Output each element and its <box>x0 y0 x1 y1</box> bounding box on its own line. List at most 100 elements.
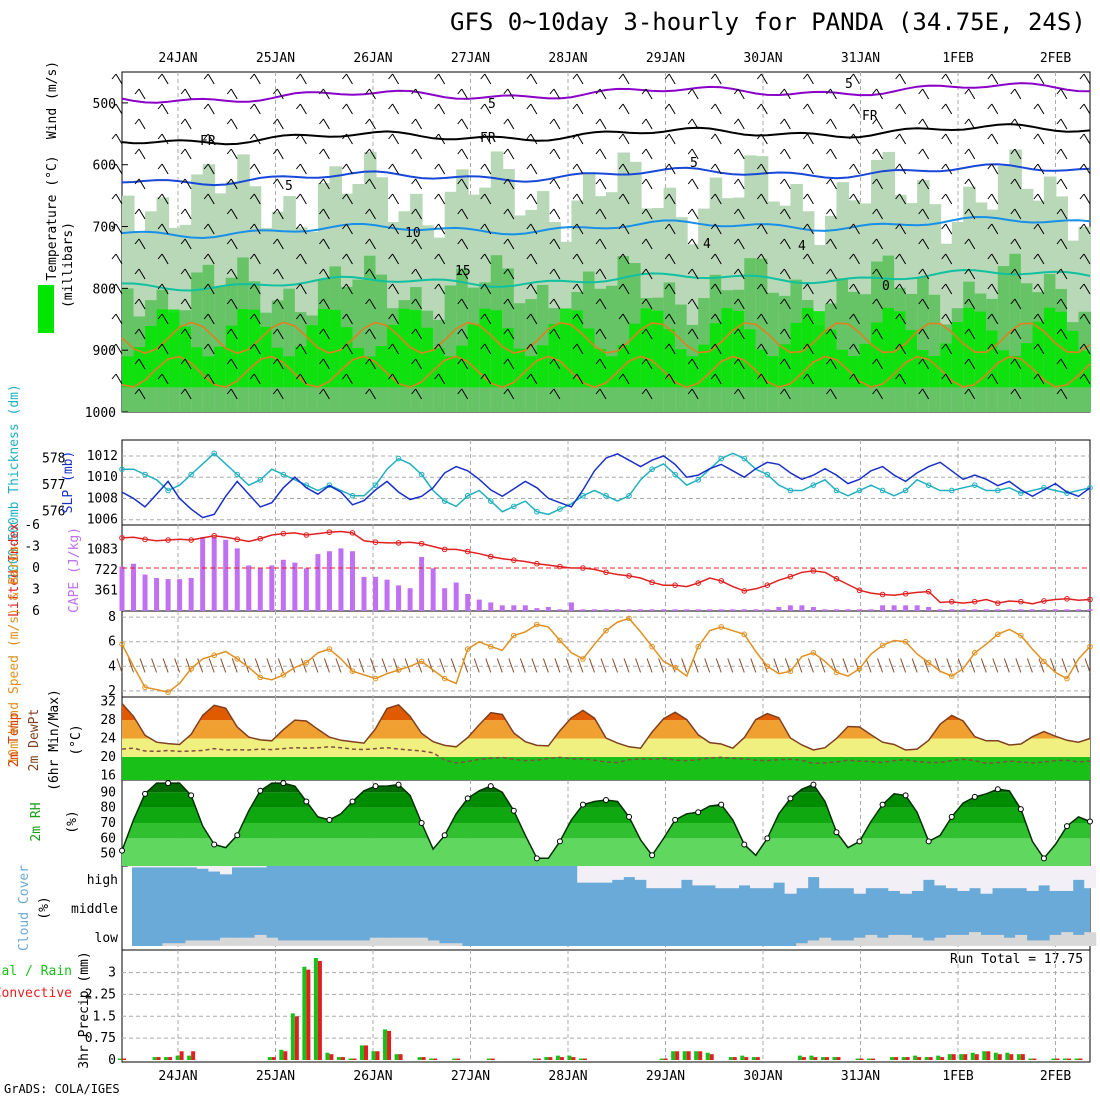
lifted-index-line-point <box>649 579 655 586</box>
surface-wind-barb <box>289 658 296 673</box>
wind-barb <box>134 178 146 190</box>
wind-barb <box>1056 388 1068 400</box>
cloud-high-bar <box>945 866 958 889</box>
wind-barb <box>572 283 584 295</box>
cloud-high-bar <box>680 866 693 880</box>
cape-bar <box>787 605 793 611</box>
cloud-high-bar <box>727 866 740 889</box>
precip-total-bar <box>371 1051 376 1060</box>
cloud-low-bar <box>381 937 394 946</box>
wind-barb <box>572 373 584 385</box>
wind-barb <box>342 313 353 325</box>
rh-band-mid <box>606 285 619 412</box>
cloud-tick-label: middle <box>71 902 118 917</box>
rh2m-unit-label: (%) <box>65 810 80 833</box>
wind-barb <box>1056 88 1068 100</box>
wind-barb <box>295 373 307 385</box>
contour-label: 4 <box>798 239 806 254</box>
surface-wind-barb <box>923 658 930 673</box>
lifted-index-line-point <box>1064 596 1070 602</box>
cloud-high-bar <box>254 866 267 868</box>
cloud-high-bar <box>761 866 774 889</box>
cape-bar <box>1064 609 1070 611</box>
wind-barb <box>964 298 976 310</box>
precip-total-bar <box>1062 1058 1067 1060</box>
temp-band <box>122 720 1090 739</box>
cloud-high-bar <box>657 866 670 889</box>
rh-band-high <box>744 329 757 388</box>
wind-barb <box>872 358 883 370</box>
wind-barb <box>457 118 469 130</box>
cape-bar <box>453 582 459 611</box>
surface-wind-barb <box>439 658 446 673</box>
cloud-low-bar <box>888 934 901 946</box>
cloud-high-bar <box>796 866 809 889</box>
wind-barb <box>710 313 722 325</box>
cape-bar <box>373 576 379 611</box>
wind-barb <box>319 328 330 340</box>
lifted-index-line-point <box>1041 598 1047 604</box>
wind-barb <box>480 223 492 235</box>
wind-barb <box>595 208 607 220</box>
cloud-low-bar <box>427 940 440 946</box>
cloud-high-bar <box>842 866 855 889</box>
cloud-high-bar <box>692 866 705 886</box>
wind-speed-line-point <box>234 656 241 662</box>
wind-barb <box>134 328 146 340</box>
temp-band <box>122 738 1090 757</box>
lifted-index-line-point <box>395 540 402 546</box>
wind-barb <box>111 193 123 205</box>
rh-legend-swatch <box>38 285 54 333</box>
wind-barb <box>249 253 261 265</box>
wind-speed-line-point <box>810 649 817 656</box>
wind-barb <box>365 148 376 160</box>
surface-wind-barb <box>992 658 999 673</box>
wind-barb <box>434 73 446 85</box>
wind-barb <box>319 118 330 130</box>
rh-band-high <box>686 356 700 388</box>
cape-bar <box>891 605 897 611</box>
thickness-line <box>122 452 1091 516</box>
wind-speed-line-point <box>303 659 310 666</box>
wind-speed-line-point <box>257 674 264 681</box>
wind-barb <box>641 208 653 220</box>
wind-barb <box>1010 178 1022 190</box>
cloud-low-bar <box>1026 940 1039 946</box>
wind-barb <box>411 178 423 190</box>
rh-point <box>464 795 471 802</box>
rh-tick-label: 60 <box>100 831 116 846</box>
wind-barb <box>157 193 169 205</box>
cloud-unit-label: (%) <box>37 896 52 919</box>
rh-band <box>122 823 1090 839</box>
lifted-index-line-point <box>234 536 241 543</box>
rh-band-high <box>732 310 746 388</box>
rh-band-mid <box>997 266 1011 412</box>
precip-total-bar <box>659 1058 664 1060</box>
cape-bar <box>488 602 494 611</box>
cloud-low-bar <box>1061 932 1074 946</box>
wind-barb <box>664 253 676 265</box>
cape-bar <box>442 588 448 611</box>
wind-barb <box>687 208 699 220</box>
precip-total-bar <box>152 1057 157 1060</box>
cloud-low-bar <box>980 934 993 946</box>
wind-barb <box>826 88 837 100</box>
precip-total-bar <box>924 1057 929 1060</box>
wind-barb <box>710 283 722 295</box>
rh-band-high <box>1066 330 1080 388</box>
wind-barb <box>572 103 584 115</box>
surface-wind-barb <box>519 658 526 673</box>
date-label-bottom: 2FEB <box>1040 1069 1071 1084</box>
pressure-tick-label: 800 <box>93 282 116 297</box>
wind-barb <box>434 253 446 265</box>
wind-barb <box>134 238 146 250</box>
rh-point <box>994 786 1001 793</box>
cloud-low-bar <box>438 943 451 946</box>
wind-barb <box>365 268 376 280</box>
cloud-low-bar <box>876 937 889 946</box>
cloud-low-bar <box>335 940 348 946</box>
rh-band-high <box>433 348 446 388</box>
date-label-bottom: 27JAN <box>451 1069 490 1084</box>
wind-barb <box>987 343 999 355</box>
precip-convective-bar <box>548 1057 553 1060</box>
